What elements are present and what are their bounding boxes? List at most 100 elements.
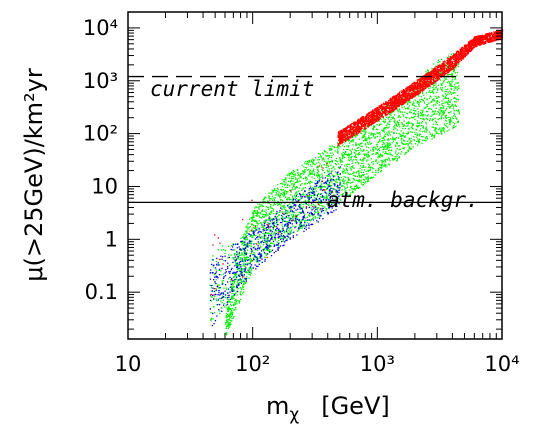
data-point	[331, 152, 333, 154]
data-point	[272, 208, 274, 210]
data-point	[247, 262, 250, 265]
data-point	[293, 183, 295, 185]
data-point	[277, 204, 279, 206]
data-point	[304, 213, 306, 215]
data-point	[243, 261, 245, 263]
data-point	[344, 132, 346, 134]
data-point	[294, 205, 297, 207]
data-point	[452, 126, 454, 128]
data-point	[294, 217, 297, 219]
data-point	[414, 113, 416, 115]
data-point	[274, 190, 276, 192]
data-point	[450, 80, 452, 82]
data-point	[428, 97, 431, 100]
data-point	[408, 108, 410, 110]
data-point	[389, 101, 392, 103]
data-point	[268, 218, 270, 220]
data-point	[384, 151, 387, 153]
data-point	[231, 245, 233, 247]
data-point	[355, 171, 358, 173]
data-point	[246, 230, 248, 232]
data-point	[227, 281, 229, 283]
data-point	[446, 66, 448, 68]
data-point	[461, 49, 464, 51]
data-point	[407, 132, 409, 135]
data-point	[311, 172, 313, 174]
data-point	[286, 239, 288, 241]
data-point	[342, 157, 344, 159]
data-point	[250, 260, 253, 262]
data-point	[334, 189, 336, 191]
data-point	[268, 245, 270, 247]
data-point	[315, 211, 317, 213]
data-point	[273, 199, 275, 201]
data-point	[236, 285, 238, 287]
data-point	[271, 237, 273, 239]
data-point	[322, 169, 324, 172]
data-point	[341, 161, 343, 163]
data-point	[242, 234, 245, 236]
data-point	[384, 146, 386, 148]
data-point	[459, 56, 462, 58]
data-point	[373, 114, 375, 116]
data-point	[371, 171, 374, 173]
data-point	[241, 268, 243, 270]
data-point	[433, 103, 435, 106]
data-point	[250, 267, 252, 269]
data-point	[382, 140, 384, 142]
data-point	[373, 125, 375, 127]
data-point	[338, 178, 340, 180]
data-point	[245, 254, 247, 256]
data-point	[316, 220, 318, 222]
data-point	[398, 116, 400, 118]
data-point	[353, 167, 355, 169]
data-point	[214, 320, 217, 322]
data-point	[374, 137, 376, 139]
data-point	[307, 203, 309, 206]
data-point	[286, 228, 288, 230]
data-point	[223, 276, 225, 278]
data-point	[299, 198, 301, 201]
data-point	[261, 205, 263, 207]
data-point	[249, 255, 251, 257]
data-point	[362, 121, 364, 123]
data-point	[280, 183, 282, 185]
data-point	[329, 188, 331, 190]
data-point	[365, 125, 367, 127]
data-point	[392, 159, 394, 161]
data-point	[256, 257, 258, 259]
data-point	[220, 300, 222, 302]
data-point	[311, 176, 313, 178]
data-point	[209, 294, 212, 296]
data-point	[298, 199, 301, 201]
data-point	[256, 210, 259, 212]
data-point	[288, 174, 291, 177]
data-point	[230, 323, 232, 325]
data-point	[243, 254, 245, 257]
data-point	[419, 138, 421, 140]
data-point	[250, 248, 253, 251]
data-point	[347, 181, 350, 183]
data-point	[328, 182, 331, 184]
data-point	[399, 103, 401, 106]
data-point	[260, 241, 262, 243]
data-point	[401, 135, 403, 138]
data-point	[211, 284, 213, 287]
data-point	[302, 211, 304, 213]
data-point	[265, 253, 268, 255]
data-point	[259, 245, 261, 247]
data-point	[280, 235, 282, 237]
data-point	[290, 194, 292, 196]
data-point	[348, 177, 350, 180]
data-point	[277, 228, 280, 231]
data-point	[308, 219, 310, 221]
data-point	[398, 152, 400, 154]
data-point	[427, 80, 429, 82]
data-point	[348, 195, 350, 197]
data-point	[430, 115, 432, 117]
data-point	[266, 240, 268, 242]
data-point	[253, 216, 255, 219]
data-point	[223, 287, 225, 289]
data-point	[326, 155, 329, 157]
data-point	[292, 205, 294, 208]
